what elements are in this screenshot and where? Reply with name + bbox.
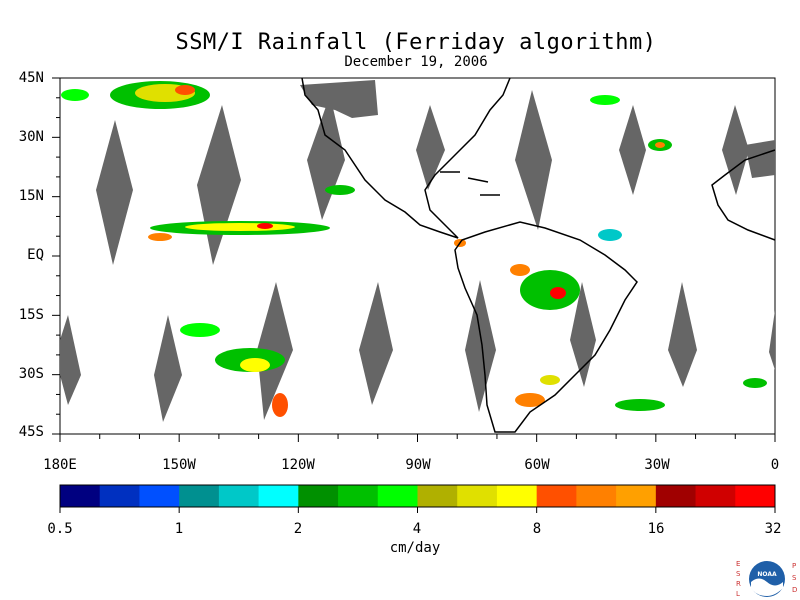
colorbar-swatch bbox=[60, 485, 101, 507]
rain-band bbox=[515, 393, 545, 407]
colorbar-swatch bbox=[179, 485, 220, 507]
rain-band bbox=[257, 223, 273, 229]
missing-swath bbox=[60, 315, 81, 405]
logo-letter: D bbox=[792, 586, 797, 594]
map-subtitle-date: December 19, 2006 bbox=[344, 54, 488, 70]
missing-swath bbox=[359, 282, 393, 405]
colorbar-swatch bbox=[377, 485, 418, 507]
colorbar-tick-label: 16 bbox=[647, 521, 665, 537]
lon-label: 60W bbox=[524, 457, 550, 473]
colorbar-swatch bbox=[417, 485, 458, 507]
colorbar-swatch bbox=[457, 485, 498, 507]
lat-label: 45N bbox=[18, 70, 44, 86]
rain-band bbox=[510, 264, 530, 276]
rain-band bbox=[148, 233, 172, 241]
colorbar-swatch bbox=[218, 485, 260, 507]
rain-band bbox=[175, 85, 195, 95]
colorbar-swatch bbox=[655, 485, 697, 507]
missing-swath bbox=[668, 282, 697, 387]
colorbar-swatch bbox=[99, 485, 140, 507]
rain-band bbox=[590, 95, 620, 105]
lat-label: 45S bbox=[18, 424, 44, 440]
map-title: SSM/I Rainfall (Ferriday algorithm) bbox=[175, 30, 657, 55]
missing-swath bbox=[416, 105, 445, 190]
rain-band bbox=[743, 378, 767, 388]
lat-label: 30S bbox=[18, 366, 44, 382]
missing-swath bbox=[257, 282, 293, 420]
lon-label: 180E bbox=[43, 457, 77, 473]
rain-band bbox=[240, 358, 270, 372]
colorbar-tick-label: 0.5 bbox=[47, 521, 73, 537]
lon-label: 0 bbox=[770, 457, 780, 473]
missing-swath bbox=[515, 90, 552, 230]
colorbar-swatch bbox=[735, 485, 776, 507]
missing-swath bbox=[300, 80, 378, 118]
colorbar-tick-label: 32 bbox=[764, 521, 782, 537]
lat-label: 15S bbox=[18, 307, 44, 323]
lat-label: 15N bbox=[18, 188, 44, 204]
rain-band bbox=[272, 393, 288, 417]
colorbar-swatch bbox=[298, 485, 339, 507]
colorbar bbox=[59, 484, 776, 513]
rain-band bbox=[598, 229, 622, 241]
logo-letter: S bbox=[736, 570, 741, 578]
colorbar-tick-label: 2 bbox=[293, 521, 303, 537]
colorbar-tick-label: 8 bbox=[532, 521, 542, 537]
lat-label: EQ bbox=[27, 247, 44, 263]
north-america-coastline bbox=[301, 77, 511, 239]
colorbar-swatch bbox=[695, 485, 736, 507]
colorbar-swatch bbox=[258, 485, 299, 507]
missing-swath bbox=[745, 140, 775, 178]
logo-letter: R bbox=[736, 580, 741, 588]
missing-swath bbox=[722, 105, 749, 195]
colorbar-swatch bbox=[139, 485, 180, 507]
missing-swath bbox=[769, 310, 775, 370]
rain-band bbox=[655, 142, 665, 148]
noaa-esrl-psd-logo: E S R L P S D NOAA bbox=[736, 560, 797, 598]
logo-letter: E bbox=[736, 560, 740, 568]
lon-label: 30W bbox=[644, 457, 670, 473]
logo-letter: L bbox=[736, 590, 740, 598]
logo-letter: S bbox=[792, 574, 797, 582]
missing-swath bbox=[154, 315, 182, 422]
caribbean-islands bbox=[440, 171, 500, 196]
missing-swath bbox=[96, 120, 133, 265]
lat-label: 30N bbox=[18, 129, 44, 145]
missing-swath bbox=[465, 280, 496, 412]
rain-band bbox=[325, 185, 355, 195]
colorbar-unit-label: cm/day bbox=[389, 540, 441, 556]
lon-label: 150W bbox=[162, 457, 196, 473]
rain-band bbox=[615, 399, 665, 411]
missing-swath bbox=[307, 95, 345, 220]
colorbar-swatch bbox=[576, 485, 617, 507]
south-america-coastline bbox=[454, 221, 638, 433]
lon-label: 90W bbox=[405, 457, 431, 473]
logo-letter: P bbox=[792, 562, 796, 570]
europe-africa-coastline bbox=[711, 149, 776, 241]
rain-band bbox=[180, 323, 220, 337]
rain-band bbox=[550, 287, 566, 299]
rain-band bbox=[520, 270, 580, 310]
logo-center-text: NOAA bbox=[757, 571, 777, 578]
colorbar-swatch bbox=[536, 485, 577, 507]
rain-band bbox=[540, 375, 560, 385]
colorbar-tick-label: 1 bbox=[174, 521, 184, 537]
colorbar-swatch bbox=[616, 485, 657, 507]
missing-swath bbox=[619, 105, 646, 195]
colorbar-swatch bbox=[338, 485, 379, 507]
lon-label: 120W bbox=[281, 457, 315, 473]
colorbar-tick-label: 4 bbox=[412, 521, 422, 537]
rain-band bbox=[61, 89, 89, 101]
colorbar-swatch bbox=[496, 485, 538, 507]
